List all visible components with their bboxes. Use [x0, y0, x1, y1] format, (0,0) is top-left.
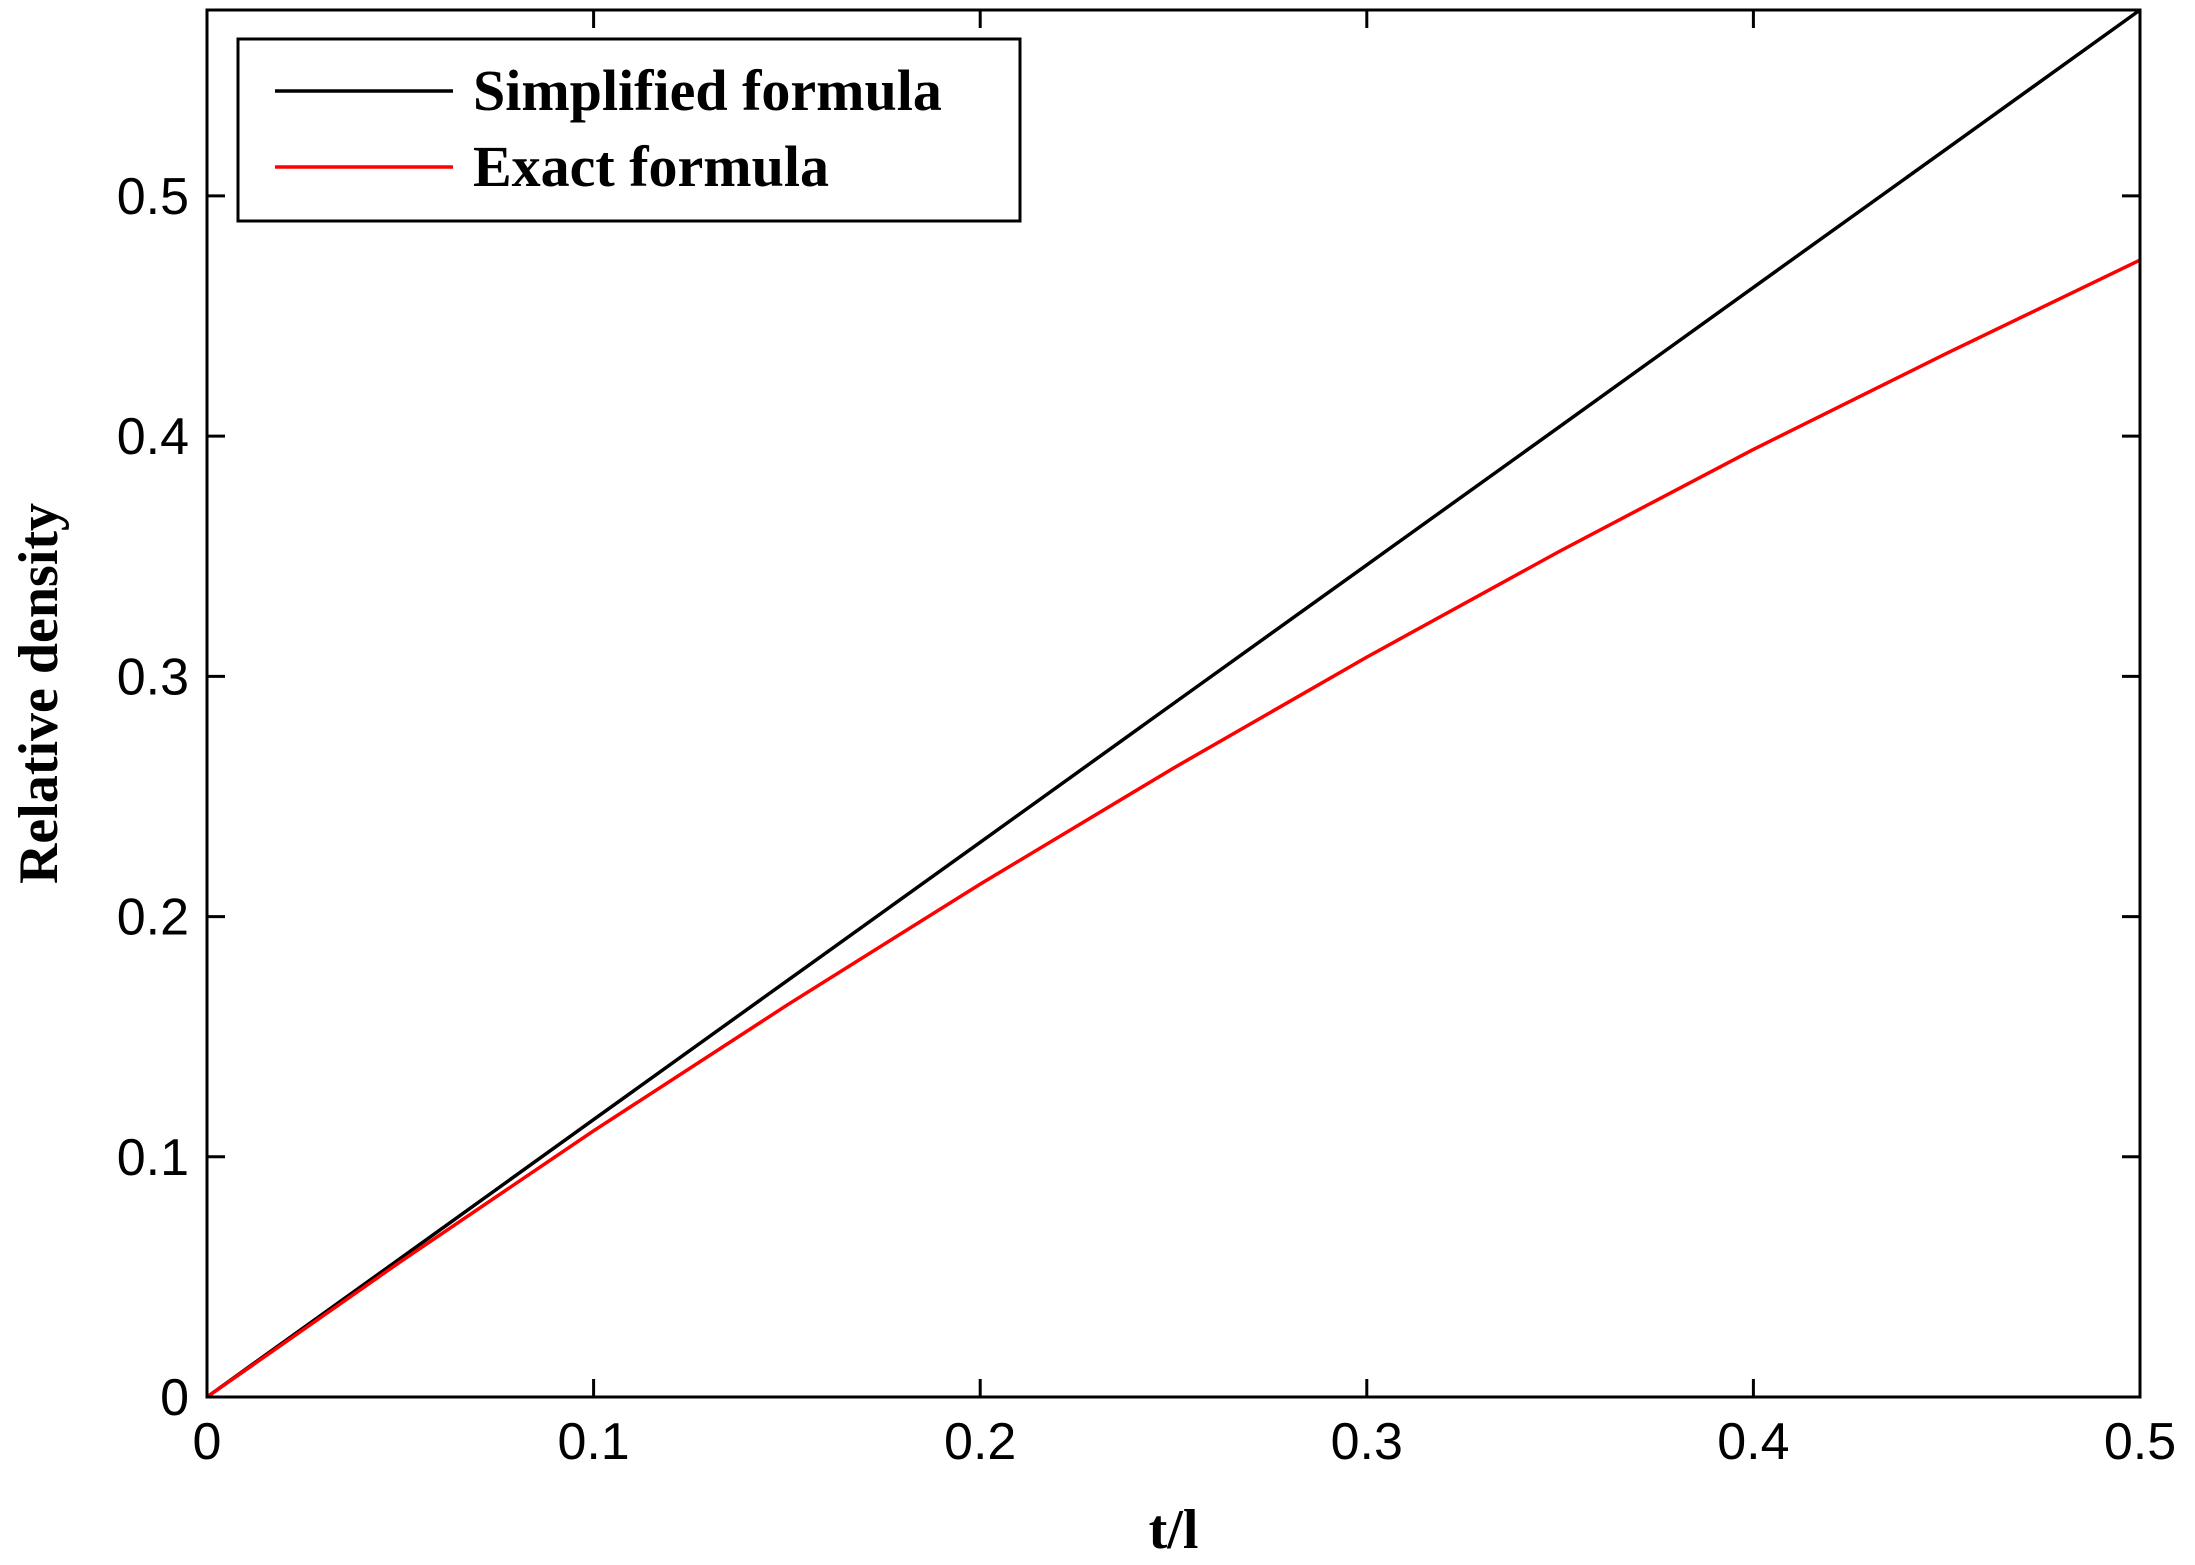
x-tick-label: 0.1 [557, 1413, 629, 1471]
x-tick-label: 0.2 [944, 1413, 1016, 1471]
x-tick-label: 0.4 [1717, 1413, 1789, 1471]
legend-box [236, 37, 1022, 223]
legend: Simplified formula Exact formula [236, 37, 1022, 223]
series-line [205, 258, 2141, 1399]
x-tick-label: 0.5 [2104, 1413, 2176, 1471]
x-axis-label: t/l [1149, 1499, 1199, 1561]
y-tick-label: 0 [160, 1369, 189, 1427]
x-tick-label: 0 [193, 1413, 222, 1471]
legend-label: Exact formula [473, 134, 829, 199]
y-tick-label: 0.1 [117, 1129, 189, 1187]
plot-frame [205, 8, 2142, 1399]
y-tick-label: 0.3 [117, 648, 189, 706]
legend-label: Simplified formula [473, 58, 942, 123]
axis-ticks: 0 0.1 0.2 0.3 0.4 0.5 0 0.1 0.2 0.3 0.4 0.5 [117, 10, 2176, 1471]
series-line [205, 8, 2142, 1399]
y-tick-label: 0.4 [117, 408, 189, 466]
y-axis-label: Relative density [8, 503, 70, 884]
x-tick-label: 0.3 [1331, 1413, 1403, 1471]
series-layer [205, 8, 2142, 1399]
y-tick-label: 0.2 [117, 889, 189, 947]
y-tick-label: 0.5 [117, 168, 189, 226]
